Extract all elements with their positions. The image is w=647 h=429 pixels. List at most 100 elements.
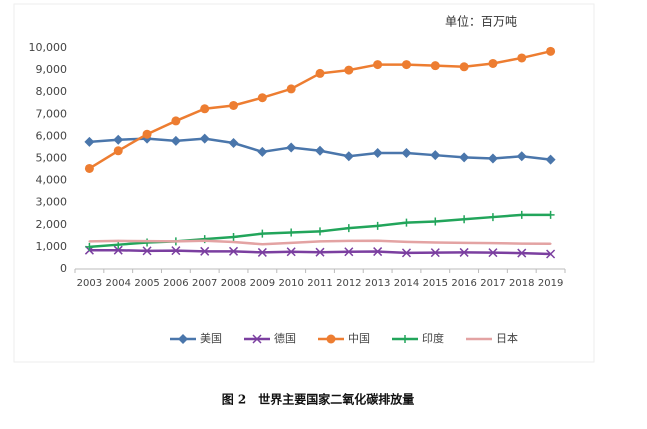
- marker: [459, 152, 470, 163]
- point: [117, 239, 120, 242]
- marker: [517, 210, 526, 219]
- y-tick-label: 10,000: [29, 41, 68, 54]
- marker: [546, 249, 556, 259]
- marker: [488, 58, 498, 68]
- point: [203, 239, 206, 242]
- x-tick-label: 2019: [538, 278, 563, 289]
- marker: [546, 46, 556, 56]
- marker: [113, 146, 123, 156]
- marker: [199, 133, 210, 144]
- marker: [113, 134, 124, 145]
- x-tick-label: 2017: [480, 278, 505, 289]
- point: [376, 239, 379, 242]
- marker: [517, 248, 527, 258]
- marker: [344, 224, 353, 233]
- marker: [460, 215, 469, 224]
- legend-label: 美国: [200, 332, 222, 345]
- y-tick-label: 1,000: [36, 240, 68, 253]
- x-tick-label: 2004: [106, 278, 131, 289]
- point: [88, 240, 91, 243]
- marker: [178, 334, 188, 344]
- unit-label: 单位：百万吨: [445, 14, 517, 29]
- marker: [431, 217, 440, 226]
- marker: [344, 247, 354, 257]
- y-tick-label: 0: [60, 262, 67, 275]
- marker: [171, 246, 181, 256]
- marker: [459, 62, 469, 72]
- x-tick-label: 2014: [394, 278, 419, 289]
- x-tick-label: 2003: [77, 278, 102, 289]
- x-tick-label: 2016: [451, 278, 476, 289]
- marker: [228, 246, 239, 256]
- marker: [401, 335, 409, 343]
- marker: [316, 227, 324, 236]
- marker: [229, 100, 239, 110]
- marker: [517, 53, 527, 63]
- marker: [401, 147, 412, 158]
- y-tick-label: 5,000: [36, 152, 68, 165]
- marker: [373, 221, 382, 230]
- point: [319, 240, 321, 243]
- legend-label: 德国: [274, 331, 296, 345]
- y-tick-label: 4,000: [36, 174, 68, 187]
- marker: [257, 247, 267, 257]
- marker: [286, 247, 296, 257]
- marker: [287, 228, 296, 237]
- marker: [401, 248, 412, 258]
- x-tick-label: 2011: [307, 278, 332, 289]
- marker: [170, 135, 181, 146]
- marker: [488, 248, 498, 258]
- point: [290, 241, 293, 244]
- marker: [286, 142, 297, 153]
- point: [520, 242, 523, 245]
- marker: [344, 65, 354, 75]
- marker: [373, 247, 383, 257]
- marker: [286, 84, 296, 94]
- point: [347, 239, 350, 242]
- point: [463, 241, 466, 244]
- marker: [200, 246, 210, 256]
- marker: [545, 154, 556, 165]
- legend-label: 中国: [348, 332, 370, 345]
- marker: [257, 146, 268, 157]
- point: [549, 242, 552, 245]
- marker: [113, 245, 123, 255]
- y-tick-label: 9,000: [36, 63, 68, 76]
- marker: [459, 247, 469, 257]
- marker: [200, 104, 210, 114]
- marker: [402, 218, 411, 227]
- y-tick-label: 3,000: [36, 196, 68, 209]
- y-tick-label: 6,000: [36, 129, 68, 142]
- marker: [430, 61, 440, 71]
- marker: [373, 60, 383, 70]
- marker: [488, 213, 497, 222]
- marker: [372, 147, 383, 158]
- marker: [229, 232, 238, 241]
- chart-title: 图 2 世界主要国家二氧化碳排放量: [222, 392, 415, 407]
- x-tick-label: 2015: [423, 278, 448, 289]
- marker: [85, 242, 94, 251]
- point: [146, 240, 149, 243]
- x-tick-label: 2008: [221, 278, 246, 289]
- point: [232, 241, 235, 244]
- marker: [143, 238, 152, 247]
- marker: [84, 163, 94, 173]
- marker: [142, 129, 152, 139]
- chart-frame: [13, 3, 595, 363]
- point: [261, 243, 264, 246]
- x-tick-label: 2010: [278, 278, 303, 289]
- marker: [315, 68, 325, 78]
- marker: [142, 246, 152, 256]
- legend: 美国 德国 中国 印度 日本: [170, 331, 518, 345]
- marker: [487, 153, 498, 164]
- marker: [257, 93, 267, 103]
- marker: [171, 116, 181, 126]
- marker: [343, 151, 354, 162]
- x-tick-label: 2012: [336, 278, 361, 289]
- point: [434, 241, 437, 244]
- x-tick-label: 2007: [192, 278, 217, 289]
- marker: [401, 60, 411, 70]
- x-tick-label: 2013: [365, 278, 390, 289]
